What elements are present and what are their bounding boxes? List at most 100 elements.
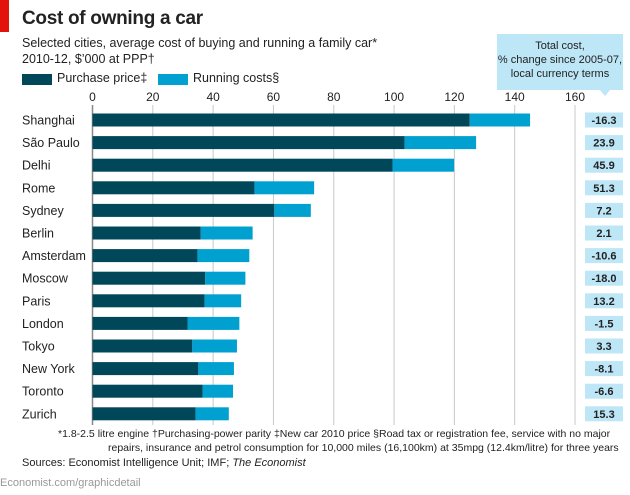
change-value-box: [585, 315, 623, 331]
bar-running-costs: [202, 384, 234, 398]
x-tick-label: 0: [89, 90, 96, 104]
bar-purchase-price: [92, 271, 206, 285]
change-value-label: -16.3: [591, 115, 616, 127]
legend-swatch-running: [158, 74, 188, 85]
source-url: Economist.com/graphicdetail: [0, 477, 141, 489]
bar-running-costs: [204, 294, 242, 308]
bar-purchase-price: [92, 181, 255, 195]
bar-purchase-price: [92, 136, 405, 150]
category-label: Rome: [22, 181, 55, 195]
change-value-box: [585, 248, 623, 264]
change-value-label: -6.6: [595, 386, 614, 398]
x-tick-label: 120: [444, 90, 464, 104]
change-value-box: [585, 135, 623, 151]
change-value-box: [585, 383, 623, 399]
bar-running-costs: [404, 136, 477, 150]
category-label: Shanghai: [22, 114, 75, 128]
x-tick-label: 60: [267, 90, 281, 104]
bar-purchase-price: [92, 226, 201, 240]
x-tick-label: 20: [146, 90, 160, 104]
change-value-label: -18.0: [591, 273, 616, 285]
sources: Sources: Economist Intelligence Unit; IM…: [22, 457, 306, 469]
legend-label-purchase: Purchase price‡: [57, 71, 148, 85]
bar-purchase-price: [92, 407, 196, 421]
change-header-pointer: [600, 90, 610, 96]
bar-purchase-price: [92, 339, 193, 353]
change-value-label: -1.5: [595, 318, 614, 330]
category-label: Tokyo: [22, 340, 55, 354]
category-label: Delhi: [22, 159, 51, 173]
x-tick-label: 100: [384, 90, 404, 104]
bar-running-costs: [254, 181, 315, 195]
bar-purchase-price: [92, 158, 393, 172]
change-header-line: % change since 2005-07,: [497, 54, 623, 66]
change-value-label: 23.9: [593, 138, 614, 150]
change-value-box: [585, 406, 623, 422]
bar-purchase-price: [92, 362, 199, 376]
category-label: Toronto: [22, 385, 64, 399]
bar-purchase-price: [92, 249, 198, 263]
x-tick-label: 140: [505, 90, 525, 104]
bar-purchase-price: [92, 316, 188, 330]
change-value-box: [585, 112, 623, 128]
change-value-label: 7.2: [596, 205, 611, 217]
bar-running-costs: [198, 362, 234, 376]
footnote-line: repairs, insurance and petrol consumptio…: [108, 442, 619, 454]
category-label: Berlin: [22, 227, 54, 241]
change-value-label: 2.1: [596, 228, 611, 240]
sources-italic: The Economist: [232, 457, 306, 469]
category-label: Paris: [22, 294, 50, 308]
category-label: Moscow: [22, 272, 69, 286]
chart-units: 2010-12, $’000 at PPP†: [22, 52, 155, 66]
change-value-box: [585, 338, 623, 354]
category-label: Amsterdam: [22, 249, 86, 263]
change-value-box: [585, 157, 623, 173]
change-value-label: -8.1: [595, 364, 614, 376]
change-value-box: [585, 270, 623, 286]
change-value-label: -10.6: [591, 251, 616, 263]
bar-purchase-price: [92, 384, 203, 398]
x-tick-label: 160: [565, 90, 585, 104]
brand-red-tag: [0, 0, 9, 32]
change-value-label: 13.2: [593, 296, 614, 308]
bar-running-costs: [197, 249, 250, 263]
x-tick-label: 40: [206, 90, 220, 104]
change-value-label: 51.3: [593, 183, 614, 195]
bar-running-costs: [195, 407, 229, 421]
bar-running-costs: [187, 316, 240, 330]
change-column-header: Total cost, % change since 2005-07, loca…: [497, 34, 623, 90]
change-value-label: 15.3: [593, 409, 614, 421]
bar-purchase-price: [92, 203, 275, 217]
chart-subtitle: Selected cities, average cost of buying …: [22, 36, 378, 50]
change-value-box: [585, 293, 623, 309]
category-label: Sydney: [22, 204, 64, 218]
change-value-box: [585, 361, 623, 377]
change-value-label: 45.9: [593, 160, 614, 172]
bar-running-costs: [205, 271, 246, 285]
bar-purchase-price: [92, 113, 470, 127]
footnote-line: *1.8-2.5 litre engine †Purchasing-power …: [58, 428, 611, 440]
change-header-line: Total cost,: [535, 40, 585, 52]
change-value-label: 3.3: [596, 341, 611, 353]
category-label: London: [22, 317, 64, 331]
bar-running-costs: [469, 113, 531, 127]
change-header-line: local currency terms: [510, 68, 610, 80]
bar-running-costs: [274, 203, 311, 217]
change-value-box: [585, 180, 623, 196]
category-label: São Paulo: [22, 136, 80, 150]
change-value-box: [585, 225, 623, 241]
category-label: New York: [22, 362, 76, 376]
sources-text: Sources: Economist Intelligence Unit; IM…: [22, 457, 233, 469]
legend-label-running: Running costs§: [193, 71, 280, 85]
category-label: Zurich: [22, 407, 57, 421]
bar-running-costs: [392, 158, 455, 172]
legend-swatch-purchase: [22, 74, 52, 85]
chart-title: Cost of owning a car: [22, 8, 203, 29]
x-tick-label: 80: [327, 90, 341, 104]
change-value-box: [585, 202, 623, 218]
bar-purchase-price: [92, 294, 205, 308]
bar-running-costs: [200, 226, 253, 240]
bar-running-costs: [192, 339, 237, 353]
